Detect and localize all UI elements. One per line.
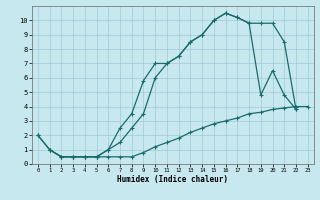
X-axis label: Humidex (Indice chaleur): Humidex (Indice chaleur) <box>117 175 228 184</box>
